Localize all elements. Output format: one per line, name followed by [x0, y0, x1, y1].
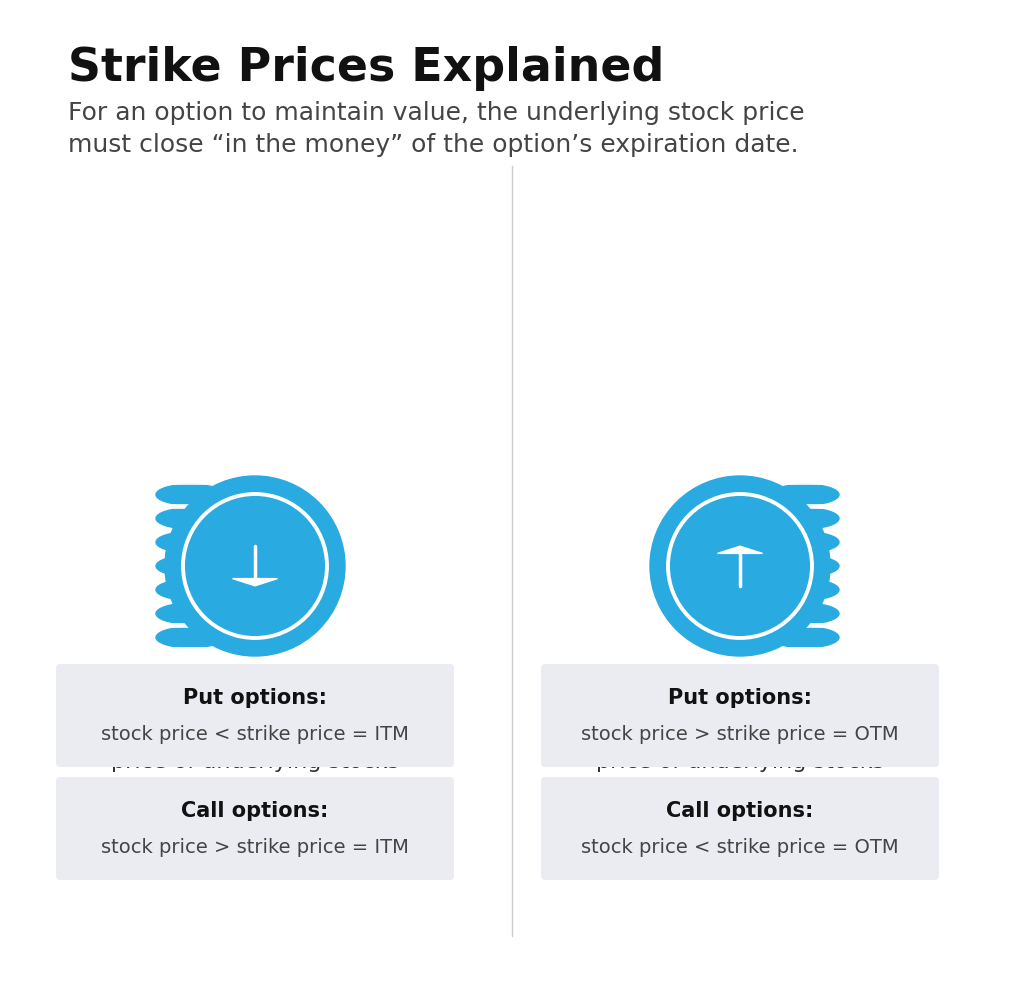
Polygon shape — [718, 546, 763, 554]
Text: Call options:: Call options: — [667, 802, 814, 822]
Ellipse shape — [771, 626, 839, 647]
Text: For an option to maintain value, the underlying stock price: For an option to maintain value, the und… — [68, 101, 805, 125]
Text: price of underlying stocks: price of underlying stocks — [111, 752, 399, 772]
FancyBboxPatch shape — [56, 777, 454, 880]
Ellipse shape — [771, 484, 839, 505]
Text: price of underlying stocks: price of underlying stocks — [596, 752, 884, 772]
Text: In the money (ITM): In the money (ITM) — [98, 689, 412, 717]
FancyBboxPatch shape — [541, 664, 939, 767]
Ellipse shape — [156, 580, 224, 601]
FancyBboxPatch shape — [541, 777, 939, 880]
Ellipse shape — [156, 484, 224, 505]
Text: Call options:: Call options: — [181, 802, 329, 822]
Ellipse shape — [156, 604, 224, 623]
Text: Strike price below the current: Strike price below the current — [89, 728, 421, 748]
Circle shape — [650, 476, 830, 656]
Ellipse shape — [771, 580, 839, 601]
FancyBboxPatch shape — [56, 664, 454, 767]
Text: stock price < strike price = OTM: stock price < strike price = OTM — [582, 838, 899, 857]
Text: must close “in the money” of the option’s expiration date.: must close “in the money” of the option’… — [68, 133, 799, 157]
Polygon shape — [232, 579, 278, 586]
Ellipse shape — [156, 508, 224, 529]
Ellipse shape — [771, 508, 839, 529]
Ellipse shape — [771, 556, 839, 577]
Text: Strike Prices Explained: Strike Prices Explained — [68, 46, 665, 91]
Ellipse shape — [771, 532, 839, 553]
Circle shape — [165, 476, 345, 656]
Ellipse shape — [156, 626, 224, 647]
Text: stock price < strike price = ITM: stock price < strike price = ITM — [101, 725, 409, 744]
Text: Strike price above the current: Strike price above the current — [573, 728, 906, 748]
Ellipse shape — [156, 532, 224, 553]
Text: Out of the money (OTM): Out of the money (OTM) — [542, 689, 939, 717]
Text: stock price > strike price = ITM: stock price > strike price = ITM — [101, 838, 409, 857]
Ellipse shape — [156, 556, 224, 577]
Ellipse shape — [771, 604, 839, 623]
Text: Put options:: Put options: — [668, 688, 812, 708]
Text: stock price > strike price = OTM: stock price > strike price = OTM — [582, 725, 899, 744]
Text: Put options:: Put options: — [183, 688, 327, 708]
